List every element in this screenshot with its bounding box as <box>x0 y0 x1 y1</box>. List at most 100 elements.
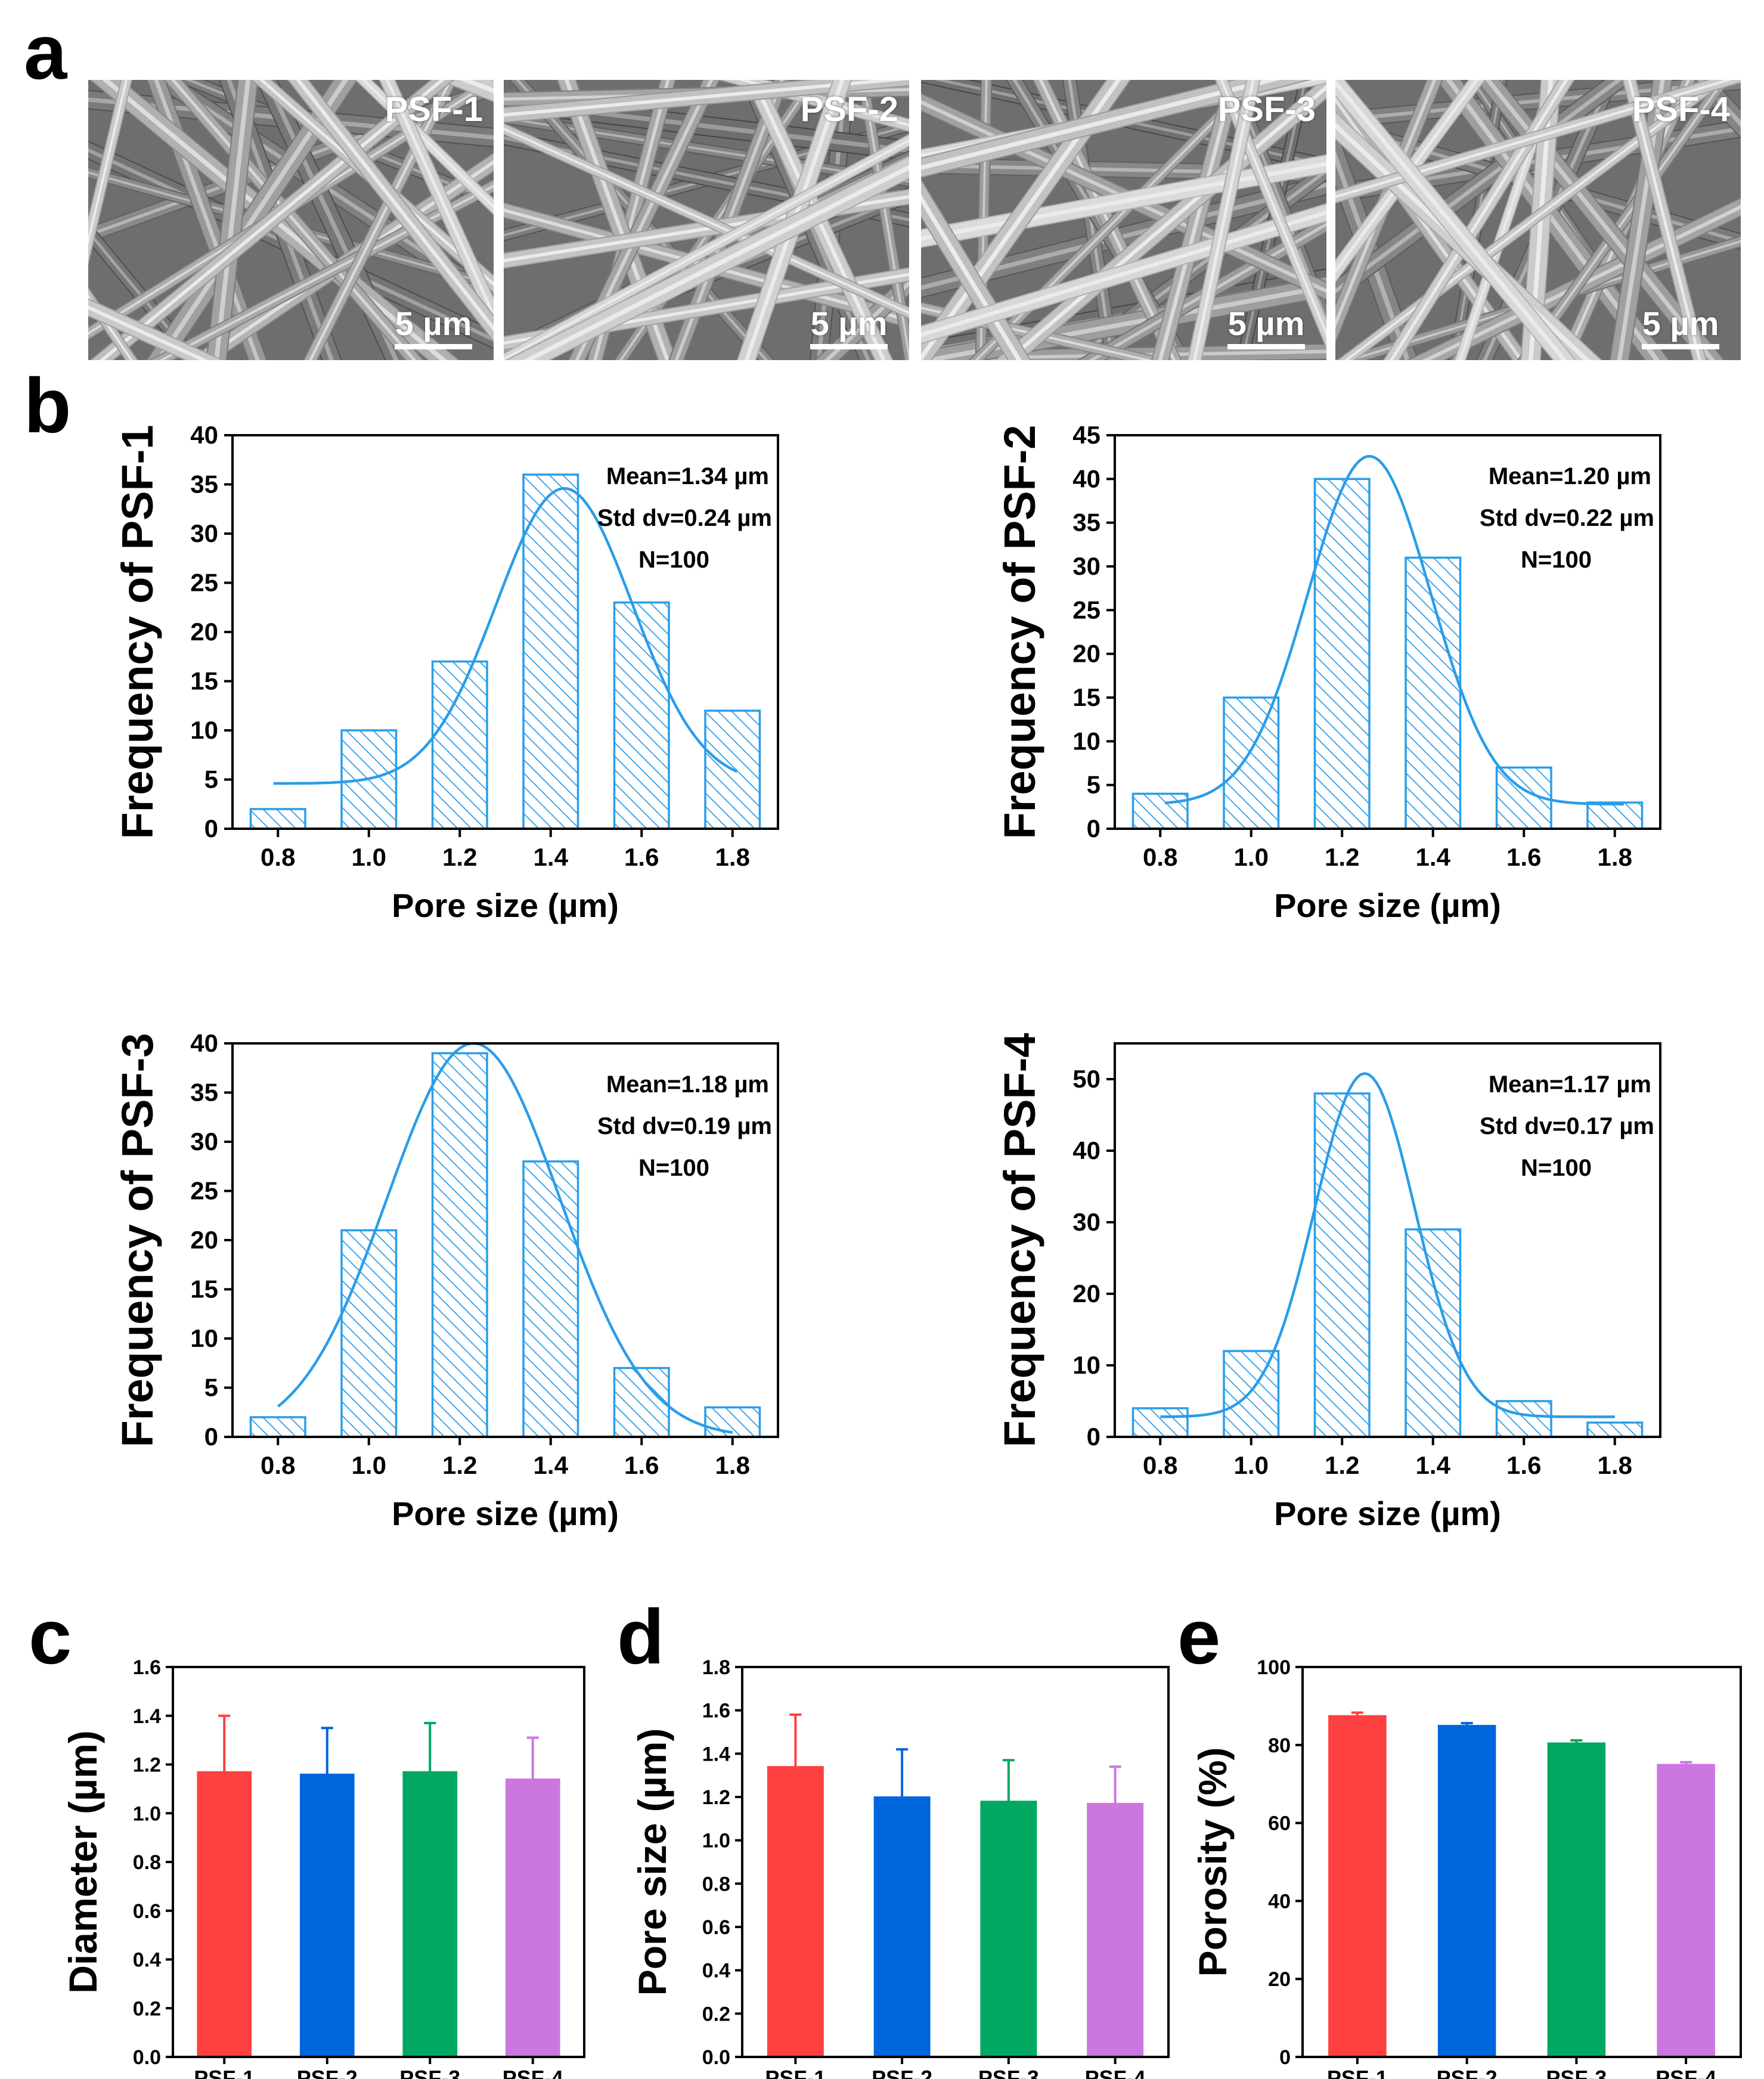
histogram-psf3: 0 5 10 15 20 25 30 35 40 0.8 1.0 1.2 1.4 1.6 1.8 Pore s… <box>113 1025 829 1598</box>
x-tick-label: 1.0 <box>1234 843 1269 871</box>
y-tick-label: 30 <box>1072 552 1100 580</box>
sem-label-psf4: PSF-4 <box>1632 90 1730 129</box>
sem-image-psf2: PSF-2 5 µm <box>504 80 909 360</box>
fiber-highlight <box>88 80 128 246</box>
histogram-bar <box>340 1229 398 1438</box>
fiber-highlight <box>921 182 1326 290</box>
y-tick-label: 0.2 <box>133 1997 161 2020</box>
plot-frame <box>1114 1042 1661 1438</box>
histogram-bar <box>1313 478 1371 830</box>
x-tick-label: PSF-3 <box>978 2066 1039 2079</box>
histogram-psf4: 0 10 20 30 40 50 0.8 1.0 1.2 1.4 1.6 1.8 Pore size (… <box>995 1025 1711 1598</box>
y-tick-label: 80 <box>1268 1734 1291 1757</box>
y-tick-label: 15 <box>190 1275 218 1303</box>
x-tick-label: PSF-3 <box>399 2066 460 2079</box>
fiber-highlight <box>385 80 494 319</box>
x-tick-label: 1.8 <box>715 843 750 871</box>
fiber-highlight <box>1344 80 1722 360</box>
y-tick-label: 10 <box>190 1324 218 1352</box>
fiber-highlight <box>1627 80 1701 360</box>
plot-frame <box>1114 434 1661 830</box>
x-tick-label: 1.0 <box>352 843 386 871</box>
fiber-highlight <box>737 80 909 127</box>
fiber-highlight <box>861 80 909 360</box>
bar <box>197 1771 252 2058</box>
bar-chart-porosity: PSF-1 PSF-2 PSF-3 PSF-4 0 20 40 60 80 100 Porosity… <box>1191 1652 1753 2079</box>
histogram-bar <box>249 1416 306 1438</box>
stats-annotation: Mean=1.18 µm <box>606 1071 769 1098</box>
y-tick-label: 20 <box>1268 1968 1291 1991</box>
x-tick-label: 1.8 <box>1598 843 1632 871</box>
y-tick-label: 10 <box>1072 727 1100 755</box>
fiber-highlight <box>1523 80 1726 360</box>
bar <box>1437 1725 1496 2058</box>
y-axis-label: Frequency of PSF-1 <box>113 425 162 839</box>
fiber-highlight <box>921 80 1281 171</box>
x-tick-label: 1.8 <box>1598 1451 1632 1479</box>
fiber-highlight <box>921 210 1326 337</box>
histogram-bar <box>1223 1350 1280 1438</box>
fiber-highlight <box>921 100 1326 293</box>
fiber-highlight <box>459 80 494 94</box>
scale-bar-psf2: 5 µm <box>810 304 888 349</box>
fiber-highlight <box>975 80 1257 360</box>
stats-annotation: Std dv=0.17 µm <box>1480 1113 1654 1139</box>
bar-chart-svg: PSF-1 PSF-2 PSF-3 PSF-4 0 20 40 60 80 100 Porosity… <box>1191 1656 1742 2079</box>
y-tick-label: 5 <box>204 1374 218 1402</box>
histogram-bar <box>1313 1092 1371 1438</box>
fiber-highlight <box>619 80 815 360</box>
fiber-highlight <box>744 80 845 360</box>
fiber-highlight <box>309 80 452 360</box>
x-tick-label: PSF-2 <box>872 2066 932 2079</box>
plot-frame <box>741 1666 1170 2058</box>
x-tick-label: 1.6 <box>1506 1451 1541 1479</box>
fiber-highlight <box>1390 80 1568 360</box>
fiber-highlight <box>259 80 494 286</box>
panel-letter-a: a <box>24 8 67 95</box>
scale-bar-psf3: 5 µm <box>1227 304 1305 349</box>
sem-label-psf2: PSF-2 <box>800 90 898 129</box>
bar-chart-pore-size: PSF-1 PSF-2 PSF-3 PSF-4 0.0 0.2 0.4 0.6 0.8 1.0 1.… <box>630 1652 1180 2079</box>
x-tick-label: PSF-1 <box>1327 2066 1388 2079</box>
sem-image-psf4: PSF-4 5 µm <box>1335 80 1741 360</box>
y-tick-label: 10 <box>1072 1351 1100 1379</box>
fiber-highlight <box>504 136 909 222</box>
gaussian-fit-line <box>277 1042 733 1434</box>
fiber-highlight <box>575 80 714 360</box>
fiber-highlight <box>1346 240 1741 360</box>
fiber-highlight <box>99 80 445 360</box>
y-tick-label: 20 <box>1072 640 1100 668</box>
y-axis-label: Diameter (µm) <box>61 1730 105 1993</box>
fiber-highlight <box>1335 80 1479 274</box>
fiber-highlight <box>361 80 494 209</box>
y-tick-label: 1.4 <box>133 1705 161 1728</box>
bar <box>1328 1715 1387 2058</box>
sem-fibers-psf4 <box>1335 80 1741 360</box>
y-tick-label: 1.0 <box>133 1802 161 1825</box>
y-tick-label: 25 <box>1072 596 1100 624</box>
x-tick-label: 1.4 <box>1416 1451 1451 1479</box>
x-tick-label: PSF-4 <box>503 2066 563 2079</box>
sem-fibers-psf3 <box>921 80 1326 360</box>
histogram-svg: 0 5 10 15 20 25 30 35 40 0.8 1.0 1.2 1.4 1.6 1.8 Pore s… <box>113 1029 779 1532</box>
x-tick-label: PSF-4 <box>1656 2066 1716 2079</box>
histogram-bar <box>431 660 488 830</box>
panel-letter-b: b <box>24 362 72 449</box>
fiber-highlight <box>88 229 197 360</box>
sem-fibers-psf2 <box>504 80 909 360</box>
plot-frame <box>231 1042 779 1438</box>
bar-chart-svg: PSF-1 PSF-2 PSF-3 PSF-4 0.0 0.2 0.4 0.6 0.8 1.0 1.… <box>61 1656 585 2079</box>
fiber-highlight <box>102 80 447 360</box>
y-tick-label: 1.2 <box>702 1786 730 1809</box>
y-tick-label: 25 <box>190 1177 218 1205</box>
histogram-bar <box>1586 801 1644 830</box>
fiber-highlight <box>88 171 494 286</box>
x-tick-label: 1.2 <box>442 843 477 871</box>
x-tick-label: PSF-4 <box>1085 2066 1146 2079</box>
y-tick-label: 35 <box>1072 509 1100 537</box>
y-tick-label: 1.0 <box>702 1830 730 1852</box>
panel-letter-e: e <box>1177 1593 1221 1680</box>
sem-fibers-psf1 <box>88 80 494 360</box>
histogram-bar <box>249 808 306 830</box>
y-tick-label: 40 <box>190 421 218 449</box>
